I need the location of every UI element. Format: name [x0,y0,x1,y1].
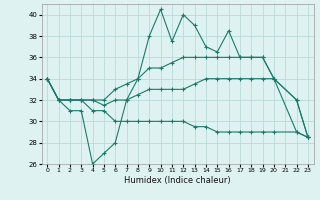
X-axis label: Humidex (Indice chaleur): Humidex (Indice chaleur) [124,176,231,185]
